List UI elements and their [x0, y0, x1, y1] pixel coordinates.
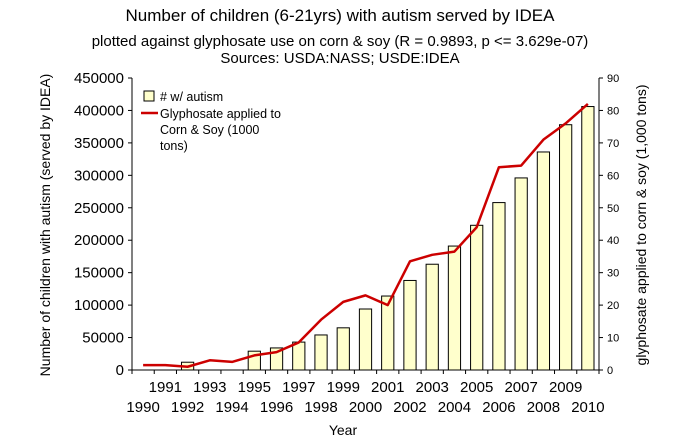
subtitle-line-2: Sources: USDA:NASS; USDE:IDEA — [220, 50, 460, 67]
x-tick-label-upper: 2009 — [549, 379, 582, 396]
y2-tick-label: 70 — [607, 138, 619, 150]
y2-tick-label: 80 — [607, 105, 619, 117]
x-tick-label-lower: 2000 — [349, 399, 382, 416]
autism-bar — [492, 202, 506, 371]
y-tick-label: 150000 — [74, 265, 124, 282]
legend-line-label-3: tons) — [160, 139, 188, 153]
y2-tick-label: 90 — [607, 73, 619, 85]
chart-subtitle: plotted against glyphosate use on corn &… — [0, 33, 680, 67]
x-tick-label-upper: 2001 — [371, 379, 404, 396]
y-tick-label: 400000 — [74, 102, 124, 119]
glyphosate-line-path — [143, 103, 589, 369]
x-tick-label-upper: 1991 — [149, 379, 182, 396]
legend: # w/ autism Glyphosate applied to Corn &… — [141, 90, 281, 153]
y2-tick-label: 10 — [607, 333, 619, 345]
autism-bar — [447, 245, 462, 371]
legend-bar-swatch — [143, 90, 155, 102]
autism-bar — [581, 106, 595, 371]
y-tick-label: 300000 — [74, 167, 124, 184]
x-tick-label-lower: 2006 — [482, 399, 515, 416]
chart-title: Number of children (6-21yrs) with autism… — [125, 6, 555, 25]
x-tick-label-upper: 2005 — [460, 379, 493, 396]
autism-bar — [314, 334, 328, 371]
y2-tick-label: 20 — [607, 300, 619, 312]
x-tick-label-upper: 1995 — [238, 379, 271, 396]
x-tick-label-lower: 1992 — [171, 399, 204, 416]
y-tick-label: 350000 — [74, 135, 124, 152]
x-tick-label-lower: 2004 — [438, 399, 471, 416]
y-tick-label: 100000 — [74, 297, 124, 314]
autism-bar — [514, 177, 528, 371]
x-tick-label-upper: 2007 — [504, 379, 537, 396]
x-tick-label-lower: 2008 — [527, 399, 560, 416]
legend-bar-label: # w/ autism — [160, 90, 223, 104]
y2-tick-label: 30 — [607, 268, 619, 280]
left-y-axis: 0 50000 100000 150000 200000 250000 300000 3500… — [74, 70, 132, 379]
legend-line-label-2: Corn & Soy (1000 — [160, 123, 259, 137]
y2-tick-label: 60 — [607, 170, 619, 182]
y2-tick-label: 40 — [607, 235, 619, 247]
autism-bar — [381, 295, 395, 371]
autism-bar — [292, 341, 306, 371]
autism-bar — [358, 308, 373, 371]
glyphosate-line — [143, 103, 589, 369]
x-tick-label-lower: 1998 — [304, 399, 337, 416]
x-axis: 1991 1993 1995 1997 1999 2001 2003 2005 2007 2009… — [126, 370, 605, 416]
y-axis-title: Number of children with autism (served b… — [37, 74, 53, 377]
y-tick-label: 0 — [116, 362, 124, 379]
right-y-axis: 0 10 20 30 40 50 60 70 80 90 — [599, 73, 619, 377]
x-tick-label-lower: 1996 — [260, 399, 293, 416]
x-tick-label-upper: 1999 — [327, 379, 360, 396]
legend-line-label-1: Glyphosate applied to — [160, 107, 281, 121]
x-tick-label-lower: 1990 — [126, 399, 159, 416]
x-tick-label-lower: 2010 — [571, 399, 604, 416]
autism-bars — [180, 106, 595, 371]
x-axis-title: Year — [329, 422, 358, 438]
x-tick-label-upper: 1993 — [193, 379, 226, 396]
y2-tick-label: 0 — [607, 365, 613, 377]
x-tick-label-upper: 2003 — [416, 379, 449, 396]
autism-bar — [470, 224, 484, 371]
y-tick-label: 250000 — [74, 200, 124, 217]
subtitle-line-1: plotted against glyphosate use on corn &… — [91, 33, 589, 50]
y-tick-label: 450000 — [74, 70, 124, 87]
autism-bar — [536, 151, 551, 371]
autism-bar — [403, 279, 417, 371]
autism-bar — [559, 124, 573, 371]
y2-tick-label: 50 — [607, 203, 619, 215]
autism-bar — [336, 327, 350, 371]
autism-bar — [425, 263, 439, 371]
y-tick-label: 50000 — [82, 330, 124, 347]
x-tick-label-lower: 2002 — [393, 399, 426, 416]
x-tick-label-lower: 1994 — [215, 399, 248, 416]
y-tick-label: 200000 — [74, 232, 124, 249]
y2-axis-title: glyphosate applied to corn & soy (1,000 … — [633, 85, 649, 366]
x-tick-label-upper: 1997 — [282, 379, 315, 396]
